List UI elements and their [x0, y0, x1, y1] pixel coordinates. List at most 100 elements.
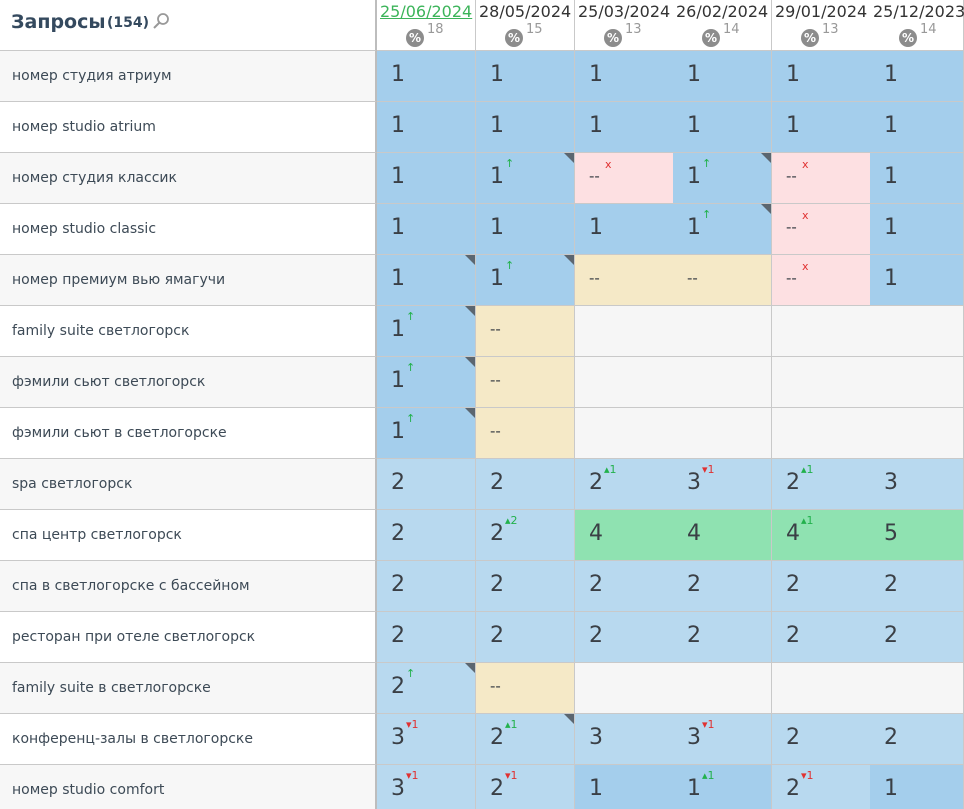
- query-cell: фэмили сьют в светлогорске: [0, 408, 377, 459]
- position-cell: 2: [673, 561, 772, 612]
- position-cell: 2 ▴1: [476, 714, 575, 765]
- visibility-count: 18: [427, 22, 444, 37]
- position-cell: 2: [870, 612, 964, 663]
- position-cell: 2: [377, 612, 476, 663]
- position-value: --: [490, 677, 501, 695]
- note-flag: [564, 714, 574, 724]
- position-cell: 3 ▾1: [673, 714, 772, 765]
- position-change: x: [802, 260, 809, 273]
- position-cell: 1: [575, 204, 674, 255]
- position-change: ▴1: [801, 514, 814, 527]
- note-flag: [564, 153, 574, 163]
- position-value: 2: [786, 623, 800, 648]
- position-cell: [673, 357, 772, 408]
- position-cell: --: [476, 357, 575, 408]
- position-cell: --: [476, 663, 575, 714]
- position-value: 1: [687, 215, 701, 240]
- position-value: 5: [884, 521, 898, 546]
- position-cell: 2: [870, 714, 964, 765]
- position-value: 2: [391, 674, 405, 699]
- position-value: 1: [687, 776, 701, 801]
- position-value: 4: [589, 521, 603, 546]
- position-cell: 3 ▾1: [377, 765, 476, 809]
- position-value: 3: [391, 725, 405, 750]
- position-cell: [575, 306, 674, 357]
- position-cell: 2: [673, 612, 772, 663]
- position-value: 2: [589, 470, 603, 495]
- position-value: --: [490, 371, 501, 389]
- query-cell: фэмили сьют светлогорск: [0, 357, 377, 408]
- query-cell: номер премиум вью ямагучи: [0, 255, 377, 306]
- position-cell: 1: [476, 204, 575, 255]
- query-cell: номер studio atrium: [0, 102, 377, 153]
- position-change: ▴1: [801, 463, 814, 476]
- visibility-count: 14: [723, 22, 740, 37]
- position-cell: -- x: [772, 204, 871, 255]
- position-value: 2: [391, 572, 405, 597]
- position-value: 2: [490, 470, 504, 495]
- position-value: 4: [786, 521, 800, 546]
- visibility-count: 13: [625, 22, 642, 37]
- position-cell: 1: [673, 51, 772, 102]
- date-header: 25/06/2024% 18: [377, 0, 476, 52]
- position-cell: 1 ↑: [673, 204, 772, 255]
- search-icon[interactable]: [152, 12, 170, 30]
- position-value: 2: [589, 623, 603, 648]
- date-link: 25/03/2024: [578, 2, 671, 21]
- position-change: ▾1: [702, 463, 715, 476]
- position-cell: 2 ▾1: [772, 765, 871, 809]
- position-value: 2: [589, 572, 603, 597]
- position-value: --: [687, 269, 698, 287]
- visibility-count: 15: [526, 22, 543, 37]
- position-change: ▴1: [505, 718, 518, 731]
- position-value: 1: [391, 62, 405, 87]
- date-header: 28/05/2024% 15: [476, 0, 575, 52]
- position-cell: 1: [772, 102, 871, 153]
- position-cell: 1: [377, 51, 476, 102]
- position-value: --: [589, 167, 600, 185]
- position-cell: [575, 357, 674, 408]
- position-change: x: [605, 158, 612, 171]
- note-flag: [465, 255, 475, 265]
- position-cell: 2: [476, 459, 575, 510]
- position-cell: 3: [870, 459, 964, 510]
- note-flag: [465, 408, 475, 418]
- position-value: 1: [687, 113, 701, 138]
- position-value: 1: [391, 266, 405, 291]
- position-change: ↑: [406, 361, 416, 374]
- position-value: 3: [687, 470, 701, 495]
- position-cell: 2: [772, 612, 871, 663]
- position-value: 2: [884, 725, 898, 750]
- position-value: 1: [391, 113, 405, 138]
- date-header: 25/03/2024% 13: [575, 0, 674, 52]
- position-change: ▴1: [702, 769, 715, 782]
- position-change: ▾1: [702, 718, 715, 731]
- position-change: x: [802, 209, 809, 222]
- position-cell: 2 ↑: [377, 663, 476, 714]
- position-value: 1: [391, 419, 405, 444]
- query-cell: family suite в светлогорске: [0, 663, 377, 714]
- position-value: 2: [786, 776, 800, 801]
- position-value: 2: [391, 623, 405, 648]
- percent-icon: %: [505, 29, 523, 47]
- position-value: 2: [884, 572, 898, 597]
- note-flag: [465, 357, 475, 367]
- position-change: ▾1: [505, 769, 518, 782]
- position-cell: 4: [673, 510, 772, 561]
- position-value: 3: [589, 725, 603, 750]
- position-cell: 4: [575, 510, 674, 561]
- position-cell: 2: [575, 612, 674, 663]
- date-header: 25/12/2023% 14: [870, 0, 964, 52]
- position-value: 3: [884, 470, 898, 495]
- position-cell: 1: [377, 153, 476, 204]
- position-cell: [673, 408, 772, 459]
- position-value: 1: [490, 266, 504, 291]
- position-value: 2: [884, 623, 898, 648]
- position-cell: -- x: [575, 153, 674, 204]
- query-cell: номер студия классик: [0, 153, 377, 204]
- date-link[interactable]: 25/06/2024: [380, 2, 473, 21]
- position-cell: 1: [870, 51, 964, 102]
- position-cell: 1 ↑: [377, 408, 476, 459]
- position-cell: 2 ▾1: [476, 765, 575, 809]
- date-link: 29/01/2024: [775, 2, 868, 21]
